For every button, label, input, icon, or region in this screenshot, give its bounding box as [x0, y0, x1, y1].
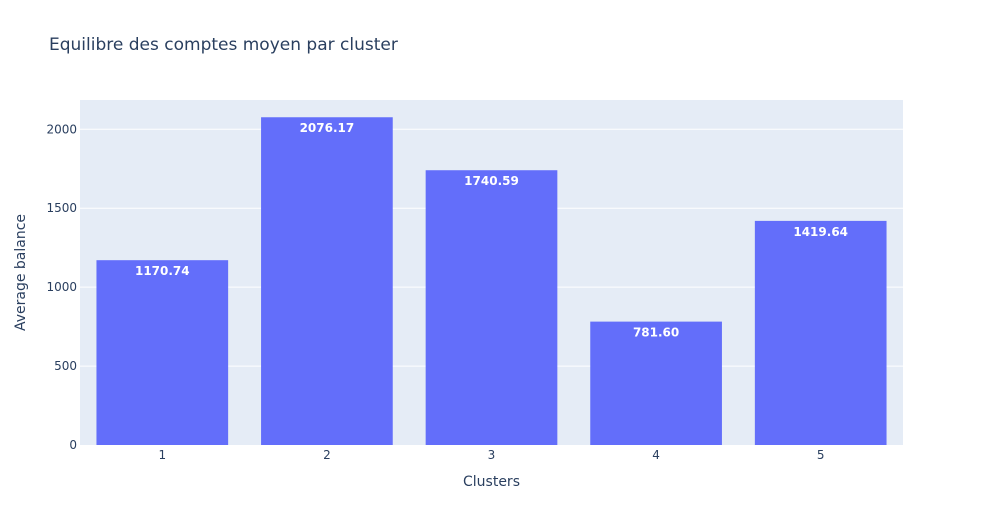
bar-value-label: 1419.64 — [793, 225, 848, 239]
bar-value-label: 1740.59 — [464, 174, 519, 188]
bar-value-label: 2076.17 — [300, 121, 355, 135]
bar-cluster-1 — [96, 260, 229, 445]
x-tick-label: 2 — [323, 448, 331, 462]
bar-labels: 1170.74 2076.17 1740.59 781.60 1419.64 — [135, 121, 848, 339]
y-tick-label: 2000 — [46, 122, 77, 136]
x-tick-label: 4 — [652, 448, 660, 462]
bar-cluster-3 — [425, 170, 558, 445]
y-tick-label: 1000 — [46, 280, 77, 294]
x-tick-label: 5 — [817, 448, 825, 462]
bar-cluster-5 — [754, 220, 887, 445]
x-axis-ticks: 1 2 3 4 5 — [158, 448, 824, 462]
bars — [96, 117, 887, 445]
bar-cluster-2 — [261, 117, 393, 445]
bar-value-label: 781.60 — [633, 326, 679, 340]
y-axis-ticks: 0 500 1000 1500 2000 — [46, 122, 77, 452]
y-tick-label: 1500 — [46, 201, 77, 215]
x-axis-title: Clusters — [463, 474, 520, 490]
bar-value-label: 1170.74 — [135, 264, 190, 278]
bar-cluster-4 — [590, 321, 722, 445]
x-tick-label: 3 — [488, 448, 496, 462]
y-tick-label: 500 — [54, 359, 77, 373]
x-tick-label: 1 — [158, 448, 166, 462]
chart-title: Equilibre des comptes moyen par cluster — [49, 35, 398, 55]
y-axis-title: Average balance — [13, 214, 29, 331]
y-tick-label: 0 — [69, 438, 77, 452]
